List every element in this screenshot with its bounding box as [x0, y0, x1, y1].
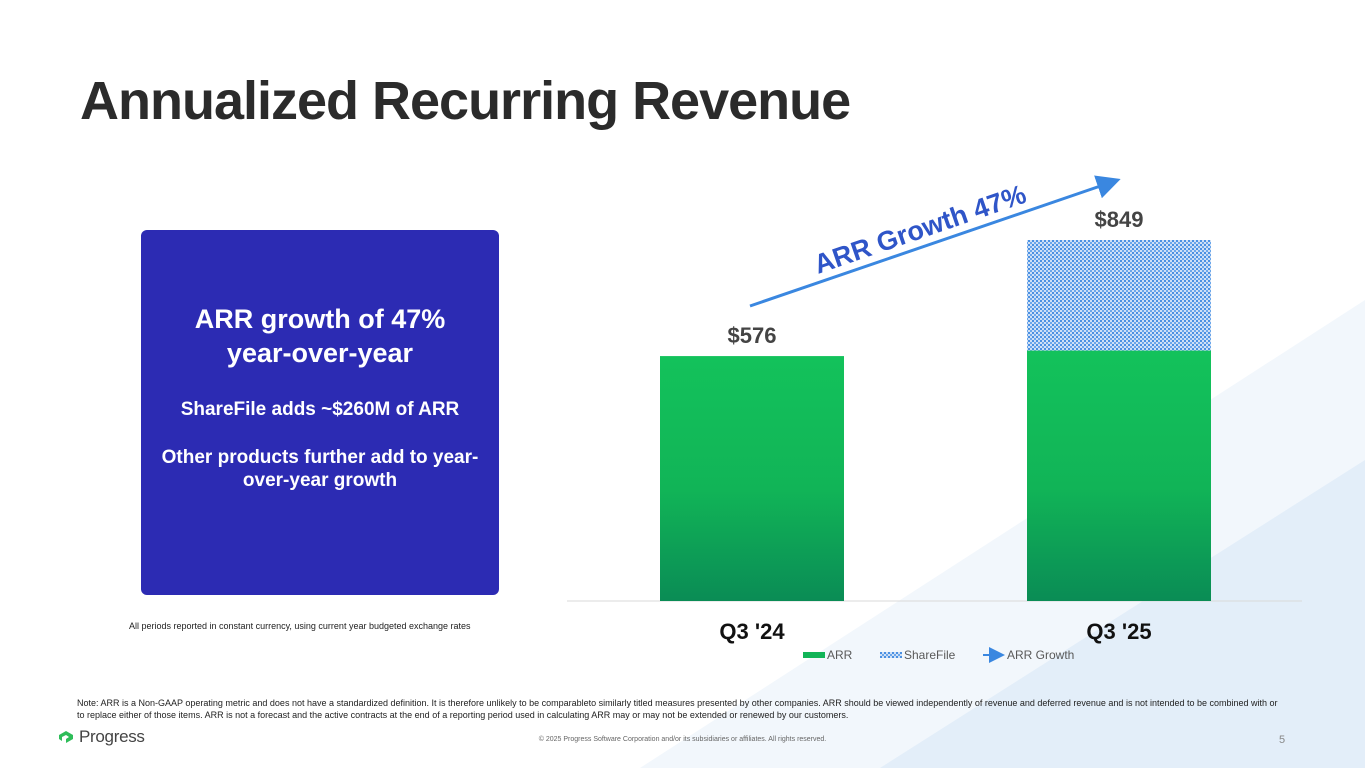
- progress-logo: Progress: [57, 726, 145, 748]
- footnote: Note: ARR is a Non-GAAP operating metric…: [77, 698, 1278, 720]
- growth-annotation: ARR Growth 47%: [810, 179, 1030, 280]
- bar-arr-1: [1027, 350, 1211, 601]
- progress-logo-icon: [59, 731, 73, 743]
- growth-arrow: [749, 175, 1121, 308]
- legend-sharefile-swatch: [880, 652, 902, 658]
- bar-sharefile-1: [1027, 240, 1211, 351]
- page-title: Annualized Recurring Revenue: [80, 71, 851, 131]
- legend-label-1: ShareFile: [904, 648, 956, 662]
- bar-total-label-0: $576: [728, 323, 777, 348]
- logo-text: Progress: [79, 727, 145, 746]
- category-label-0: Q3 '24: [719, 619, 785, 644]
- legend-label-0: ARR: [827, 648, 853, 662]
- callout-sharefile-text: ShareFile adds ~$260M of ARR: [180, 399, 460, 420]
- copyright: © 2025 Progress Software Corporation and…: [538, 736, 827, 743]
- legend-arr-swatch: [803, 652, 825, 658]
- page-number: 5: [1279, 734, 1286, 746]
- currency-note: All periods reported in constant currenc…: [129, 621, 471, 631]
- legend-label-2: ARR Growth: [1007, 648, 1074, 662]
- arr-callout-box: ARR growth of 47% year-over-year ShareFi…: [141, 230, 499, 595]
- bar-total-label-1: $849: [1095, 207, 1144, 232]
- callout-headline: ARR growth of 47% year-over-year: [194, 304, 446, 368]
- callout-other-products-text: Other products further add to year-over-…: [161, 447, 479, 491]
- category-label-1: Q3 '25: [1086, 619, 1151, 644]
- bar-arr-0: [660, 356, 844, 601]
